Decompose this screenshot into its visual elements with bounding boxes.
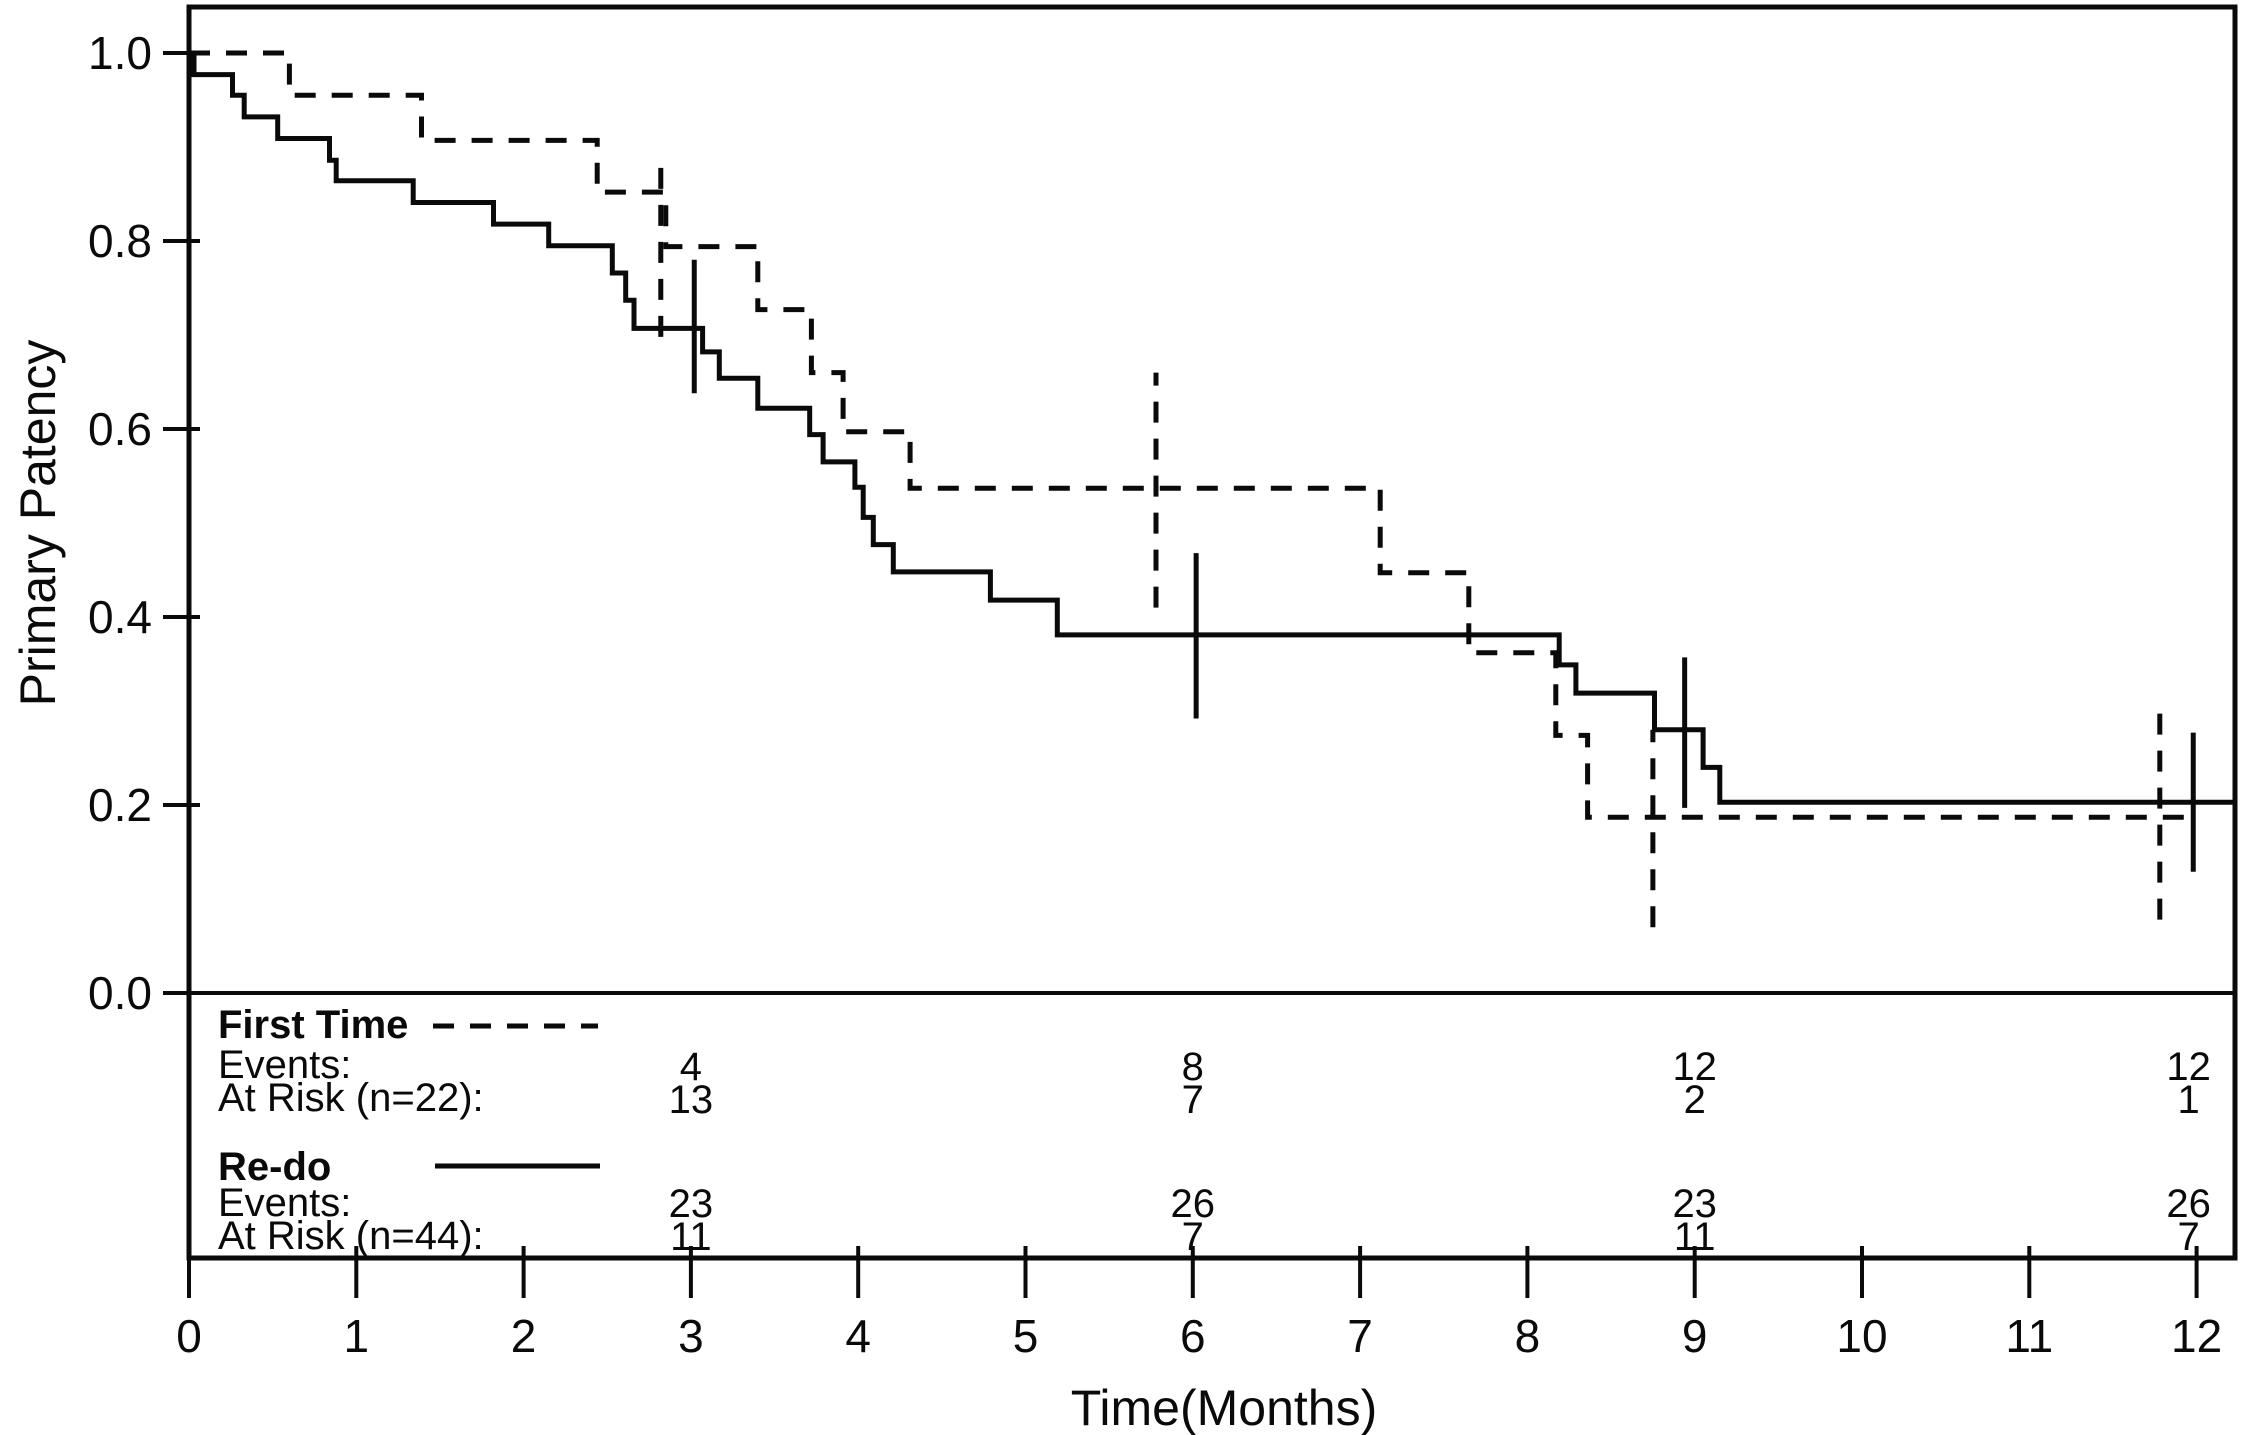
at-risk-value-redo: 11 bbox=[1674, 1215, 1716, 1259]
at-risk-value-redo: 7 bbox=[1182, 1215, 1204, 1259]
y-tick-label: 0.0 bbox=[88, 967, 152, 1019]
y-tick-label: 0.6 bbox=[88, 403, 152, 455]
at-risk-value-first-time: 2 bbox=[1684, 1078, 1706, 1122]
at-risk-value-redo: 11 bbox=[670, 1215, 712, 1259]
events-value-redo: 23 bbox=[669, 1182, 714, 1226]
x-axis-title: Time(Months) bbox=[1070, 1380, 1378, 1435]
events-value-redo: 26 bbox=[1171, 1182, 1216, 1226]
y-tick-label: 1.0 bbox=[88, 27, 152, 79]
events-label-redo: Events: bbox=[218, 1181, 352, 1225]
series-curve-redo bbox=[189, 50, 2234, 805]
at-risk-value-first-time: 1 bbox=[2177, 1078, 2199, 1122]
x-tick-label: 2 bbox=[511, 1310, 537, 1362]
series-curve-first-time bbox=[189, 50, 2187, 820]
y-tick-label: 0.8 bbox=[88, 215, 152, 267]
y-axis-title: Primary Patency bbox=[10, 339, 66, 707]
x-tick-label: 3 bbox=[678, 1310, 704, 1362]
events-label-first-time: Events: bbox=[218, 1043, 352, 1087]
legend-label-redo: Re-do bbox=[218, 1145, 332, 1189]
plot-border bbox=[186, 4, 2238, 1261]
x-tick-label: 0 bbox=[176, 1310, 202, 1362]
x-tick-label: 9 bbox=[1682, 1310, 1708, 1362]
x-tick-label: 7 bbox=[1347, 1310, 1373, 1362]
x-tick-label: 4 bbox=[845, 1310, 871, 1362]
legend-label-first-time: First Time bbox=[218, 1003, 409, 1047]
at-risk-value-first-time: 7 bbox=[1182, 1078, 1204, 1122]
at-risk-label-redo: At Risk (n=44): bbox=[218, 1214, 484, 1258]
x-tick-label: 5 bbox=[1013, 1310, 1039, 1362]
events-value-first-time: 4 bbox=[680, 1045, 702, 1089]
events-value-redo: 23 bbox=[1672, 1182, 1717, 1226]
x-tick-label: 6 bbox=[1180, 1310, 1206, 1362]
y-tick-label: 0.2 bbox=[88, 779, 152, 831]
events-value-first-time: 8 bbox=[1182, 1045, 1204, 1089]
x-tick-label: 12 bbox=[2171, 1310, 2222, 1362]
generated-chart-content: 0 1 2 3 4 5 6 7 8 9 10 11 120.00.20.40.60.81.04 8 12 12… bbox=[88, 27, 2234, 1362]
y-tick-label: 0.4 bbox=[88, 591, 152, 643]
x-tick-label: 10 bbox=[1836, 1310, 1887, 1362]
at-risk-value-first-time: 13 bbox=[669, 1078, 714, 1122]
events-value-first-time: 12 bbox=[2166, 1045, 2211, 1089]
events-value-first-time: 12 bbox=[1672, 1045, 1717, 1089]
x-tick-label: 11 bbox=[2005, 1310, 2053, 1362]
at-risk-label-first-time: At Risk (n=22): bbox=[218, 1076, 484, 1120]
events-value-redo: 26 bbox=[2166, 1182, 2211, 1226]
at-risk-value-redo: 7 bbox=[2177, 1215, 2199, 1259]
x-tick-label: 1 bbox=[344, 1310, 370, 1362]
x-tick-label: 8 bbox=[1515, 1310, 1541, 1362]
